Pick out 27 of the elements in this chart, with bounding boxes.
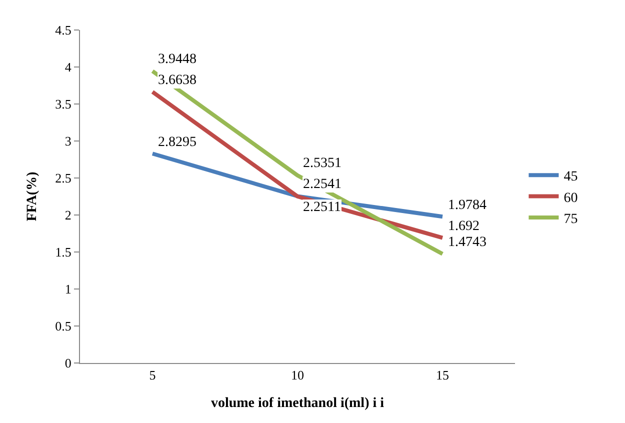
y-tick-label: 3.5 <box>55 96 72 112</box>
x-tick-label: 15 <box>436 368 449 383</box>
data-label: 2.8295 <box>158 135 196 150</box>
data-label: 1.9784 <box>448 198 486 213</box>
y-tick-label: 4 <box>64 60 72 75</box>
y-tick-label: 4.5 <box>55 22 72 38</box>
y-tick-label: 0.5 <box>55 318 72 334</box>
y-tick-label: 0 <box>64 356 72 371</box>
y-tick-label: 2.5 <box>55 170 72 186</box>
data-label: 3.6638 <box>158 73 196 88</box>
data-label: 1.4743 <box>448 235 486 250</box>
y-tick-label: 3 <box>64 134 72 149</box>
data-label: 2.2541 <box>303 177 342 192</box>
legend-label: 60 <box>564 190 578 206</box>
y-tick-label: 1 <box>64 282 72 297</box>
y-tick-label: 1.5 <box>55 244 72 260</box>
x-axis-title: volume iof imethanol i(ml) i i <box>210 396 384 411</box>
x-tick-label: 10 <box>291 368 304 383</box>
data-label: 2.5351 <box>303 156 342 171</box>
y-axis-title: FFA(%) <box>24 171 40 222</box>
legend-label: 75 <box>564 212 578 227</box>
data-label: 1.692 <box>448 219 480 234</box>
y-tick-label: 2 <box>64 208 72 223</box>
data-label: 2.2511 <box>303 200 341 215</box>
legend-label: 45 <box>564 170 578 185</box>
data-label: 3.9448 <box>158 52 196 67</box>
x-tick-label: 5 <box>149 368 156 383</box>
